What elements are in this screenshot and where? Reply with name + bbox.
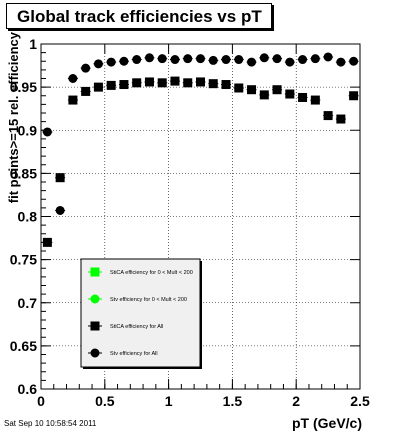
- y-tick-label: 0.6: [18, 381, 38, 397]
- data-point-square: [68, 95, 78, 105]
- data-point-circle: [247, 57, 257, 67]
- legend-entry-label: StiCA efficiency for 0 < Mult < 200: [110, 270, 193, 276]
- data-point-square: [132, 78, 142, 88]
- legend-swatch: [90, 321, 100, 331]
- x-tick-label: 1.5: [223, 393, 243, 409]
- data-point-square: [93, 82, 103, 92]
- data-point-circle: [183, 54, 193, 64]
- y-tick-label: 0.8: [18, 209, 38, 225]
- x-tick-label: 2: [292, 393, 300, 409]
- data-point-square: [310, 95, 320, 105]
- data-point-circle: [68, 74, 78, 83]
- data-point-square: [272, 85, 282, 95]
- y-axis-label: fit points>=15 rel. efficiency: [6, 31, 21, 203]
- y-tick-label: 0.7: [18, 295, 38, 311]
- chart-title-box: Global track efficiencies vs pT: [6, 3, 272, 29]
- x-tick-label: 0: [37, 393, 45, 409]
- data-point-circle: [144, 53, 154, 63]
- data-point-square: [259, 90, 269, 100]
- data-point-circle: [234, 55, 244, 65]
- data-point-square: [336, 114, 346, 124]
- y-tick-label: 0.75: [10, 252, 37, 268]
- data-point-square: [157, 78, 167, 88]
- data-point-square: [144, 77, 154, 87]
- legend-entry-label: Stv efficiency for 0 < Mult < 200: [110, 297, 187, 303]
- x-axis-label: pT (GeV/c): [292, 415, 362, 431]
- data-point-square: [55, 173, 65, 183]
- data-point-square: [298, 92, 308, 102]
- data-point-circle: [208, 55, 218, 65]
- data-point-square: [349, 91, 359, 101]
- x-tick-label: 0.5: [95, 393, 115, 409]
- data-point-circle: [285, 57, 295, 67]
- data-point-circle: [42, 127, 52, 137]
- data-point-circle: [336, 57, 346, 67]
- data-point-square: [119, 80, 129, 90]
- legend-entry-label: Stv efficiency for All: [110, 351, 158, 357]
- data-point-square: [106, 80, 116, 90]
- data-point-circle: [221, 55, 231, 65]
- data-point-square: [285, 89, 295, 99]
- data-point-square: [183, 78, 193, 88]
- legend-swatch: [90, 267, 100, 277]
- y-tick-label: 0.65: [10, 338, 37, 354]
- data-point-square: [247, 85, 257, 95]
- data-point-circle: [259, 53, 269, 63]
- x-tick-label: 2.5: [350, 393, 370, 409]
- data-point-circle: [298, 55, 308, 65]
- y-tick-label: 0.9: [18, 122, 38, 138]
- y-tick-label: 0.85: [10, 165, 37, 181]
- data-point-square: [170, 76, 180, 86]
- chart-title: Global track efficiencies vs pT: [17, 7, 262, 26]
- data-point-circle: [323, 52, 333, 62]
- data-point-square: [234, 83, 244, 93]
- data-point-circle: [119, 56, 129, 66]
- timestamp: Sat Sep 10 10:58:54 2011: [4, 419, 97, 428]
- data-point-circle: [81, 63, 91, 73]
- data-point-square: [196, 77, 205, 87]
- data-point-square: [221, 80, 231, 90]
- data-point-circle: [170, 55, 180, 65]
- data-point-circle: [310, 54, 320, 64]
- data-point-circle: [106, 57, 116, 67]
- data-point-circle: [272, 54, 282, 64]
- data-point-circle: [93, 59, 103, 69]
- data-point-square: [81, 86, 91, 96]
- data-point-circle: [157, 54, 167, 64]
- data-point-square: [208, 79, 218, 89]
- data-point-circle: [132, 55, 142, 65]
- data-point-circle: [55, 205, 65, 215]
- data-point-circle: [196, 54, 205, 64]
- data-point-square: [323, 111, 333, 121]
- y-tick-label: 0.95: [10, 79, 37, 95]
- data-point-circle: [349, 56, 359, 66]
- y-tick-label: 1: [29, 36, 37, 52]
- legend-swatch: [90, 294, 100, 304]
- legend-entry-label: StiCA efficiency for All: [110, 324, 163, 330]
- data-point-square: [42, 237, 52, 247]
- legend-swatch: [90, 348, 100, 358]
- legend-box: [80, 258, 201, 368]
- x-tick-label: 1: [165, 393, 173, 409]
